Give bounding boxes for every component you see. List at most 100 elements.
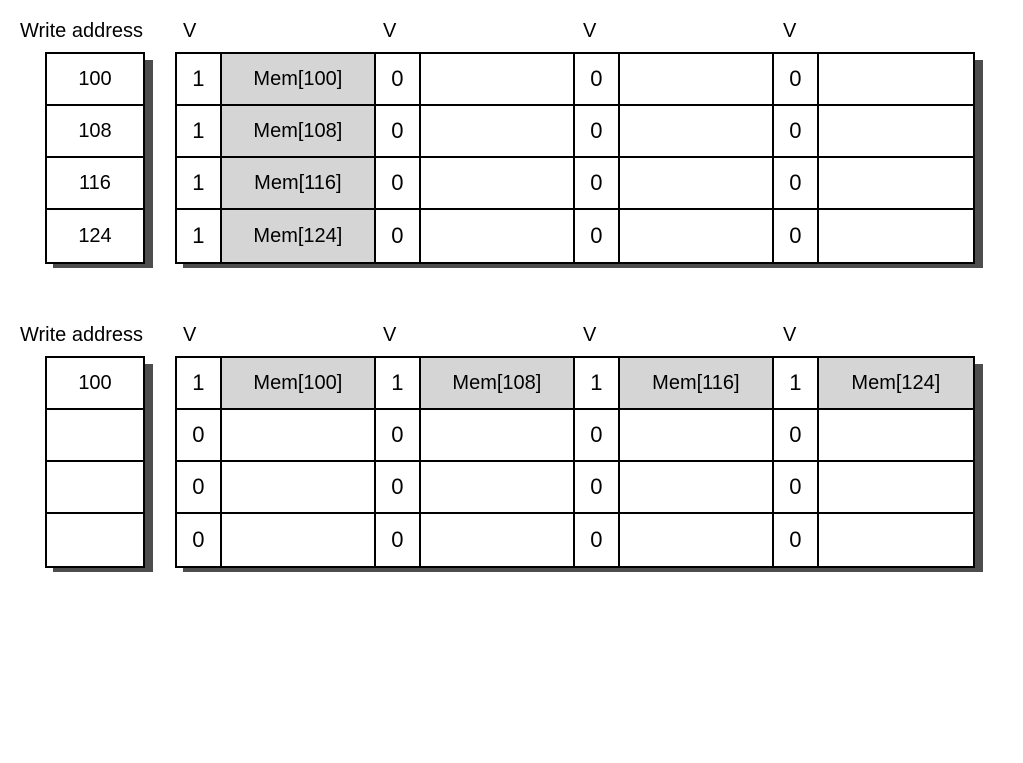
- data-cell: [222, 462, 376, 512]
- address-cell: 100: [47, 54, 143, 106]
- valid-bit-cell: 1: [177, 358, 222, 408]
- data-header-spacer: [820, 20, 975, 44]
- valid-header: V: [175, 324, 220, 348]
- valid-bit-cell: 0: [774, 210, 819, 262]
- cache-row: 0000: [177, 514, 973, 566]
- data-cell: [421, 462, 575, 512]
- valid-header: V: [375, 20, 420, 44]
- data-header-spacer: [420, 20, 575, 44]
- valid-bit-cell: 1: [774, 358, 819, 408]
- data-cell: [819, 410, 973, 460]
- figure-row: Write address100108116124VVVV1Mem[100]00…: [20, 20, 1003, 264]
- valid-bit-cell: 0: [177, 410, 222, 460]
- address-cell: 116: [47, 158, 143, 210]
- data-cell: Mem[116]: [222, 158, 376, 208]
- data-header-spacer: [220, 20, 375, 44]
- valid-bit-cell: 0: [575, 210, 620, 262]
- data-cell: [819, 462, 973, 512]
- data-cell: [819, 54, 973, 104]
- figure-row: Write address100VVVV1Mem[100]1Mem[108]1M…: [20, 324, 1003, 568]
- valid-bit-cell: 0: [575, 462, 620, 512]
- valid-bit-cell: 0: [774, 54, 819, 104]
- data-cell: [819, 514, 973, 566]
- cache-row: 1Mem[124]000: [177, 210, 973, 262]
- valid-bit-cell: 0: [376, 410, 421, 460]
- write-address-label: Write address: [20, 324, 150, 348]
- cache-row: 1Mem[100]1Mem[108]1Mem[116]1Mem[124]: [177, 358, 973, 410]
- cache-table-wrap: 1Mem[100]0001Mem[108]0001Mem[116]0001Mem…: [175, 52, 1003, 264]
- valid-bit-cell: 0: [376, 54, 421, 104]
- address-table: 100108116124: [45, 52, 145, 264]
- valid-header: V: [175, 20, 220, 44]
- valid-bit-cell: 1: [177, 210, 222, 262]
- valid-bit-cell: 0: [376, 106, 421, 156]
- data-header-spacer: [620, 20, 775, 44]
- address-table: 100: [45, 356, 145, 568]
- valid-bit-cell: 0: [575, 106, 620, 156]
- data-cell: [222, 514, 376, 566]
- data-header-spacer: [820, 324, 975, 348]
- cache-row: 0000: [177, 462, 973, 514]
- data-cell: Mem[124]: [819, 358, 973, 408]
- address-table-wrap: 100108116124: [20, 52, 150, 264]
- data-cell: [620, 462, 774, 512]
- data-cell: [222, 410, 376, 460]
- valid-header: V: [575, 324, 620, 348]
- data-cell: [819, 158, 973, 208]
- valid-bit-cell: 0: [177, 514, 222, 566]
- data-cell: [421, 210, 575, 262]
- valid-bit-cell: 1: [376, 358, 421, 408]
- valid-bit-cell: 0: [774, 514, 819, 566]
- address-table-wrap: 100: [20, 356, 150, 568]
- data-cell: [620, 54, 774, 104]
- valid-bit-cell: 0: [376, 158, 421, 208]
- address-column: Write address 100: [20, 324, 150, 568]
- valid-bit-cell: 1: [575, 358, 620, 408]
- valid-header: V: [775, 20, 820, 44]
- valid-header: V: [775, 324, 820, 348]
- valid-bit-cell: 0: [575, 410, 620, 460]
- data-cell: [819, 210, 973, 262]
- cache-row: 0 0 0 0: [177, 410, 973, 462]
- data-header-spacer: [420, 324, 575, 348]
- valid-bit-cell: 0: [376, 210, 421, 262]
- data-cell: [620, 514, 774, 566]
- valid-bit-cell: 1: [177, 106, 222, 156]
- data-cell: Mem[108]: [222, 106, 376, 156]
- cache-headers: VVVV: [175, 324, 1003, 348]
- valid-header: V: [375, 324, 420, 348]
- valid-bit-cell: 1: [177, 54, 222, 104]
- data-cell: [819, 106, 973, 156]
- address-cell: 124: [47, 210, 143, 262]
- cache-row: 1Mem[100]000: [177, 54, 973, 106]
- data-header-spacer: [620, 324, 775, 348]
- data-cell: [421, 410, 575, 460]
- data-header-spacer: [220, 324, 375, 348]
- data-cell: [620, 410, 774, 460]
- address-cell: [47, 462, 143, 514]
- data-cell: [620, 210, 774, 262]
- address-cell: [47, 514, 143, 566]
- valid-bit-cell: 0: [774, 462, 819, 512]
- cache-table-wrap: 1Mem[100]1Mem[108]1Mem[116]1Mem[124]0000…: [175, 356, 1003, 568]
- cache-table: 1Mem[100]0001Mem[108]0001Mem[116]0001Mem…: [175, 52, 975, 264]
- data-cell: Mem[124]: [222, 210, 376, 262]
- data-cell: Mem[116]: [620, 358, 774, 408]
- valid-bit-cell: 0: [177, 462, 222, 512]
- valid-bit-cell: 0: [774, 410, 819, 460]
- write-address-label: Write address: [20, 20, 150, 44]
- address-column: Write address 100108116124: [20, 20, 150, 264]
- data-cell: [421, 106, 575, 156]
- valid-bit-cell: 0: [774, 106, 819, 156]
- cache-column: VVVV1Mem[100]1Mem[108]1Mem[116]1Mem[124]…: [175, 324, 1003, 568]
- valid-bit-cell: 0: [575, 158, 620, 208]
- data-cell: [421, 514, 575, 566]
- valid-bit-cell: 0: [575, 54, 620, 104]
- cache-figure: Write address100VVVV1Mem[100]1Mem[108]1M…: [20, 324, 1003, 568]
- data-cell: [421, 54, 575, 104]
- diagram-root: Write address100108116124VVVV1Mem[100]00…: [20, 20, 1003, 568]
- cache-table: 1Mem[100]1Mem[108]1Mem[116]1Mem[124]0000…: [175, 356, 975, 568]
- address-cell: [47, 410, 143, 462]
- data-cell: Mem[100]: [222, 358, 376, 408]
- valid-header: V: [575, 20, 620, 44]
